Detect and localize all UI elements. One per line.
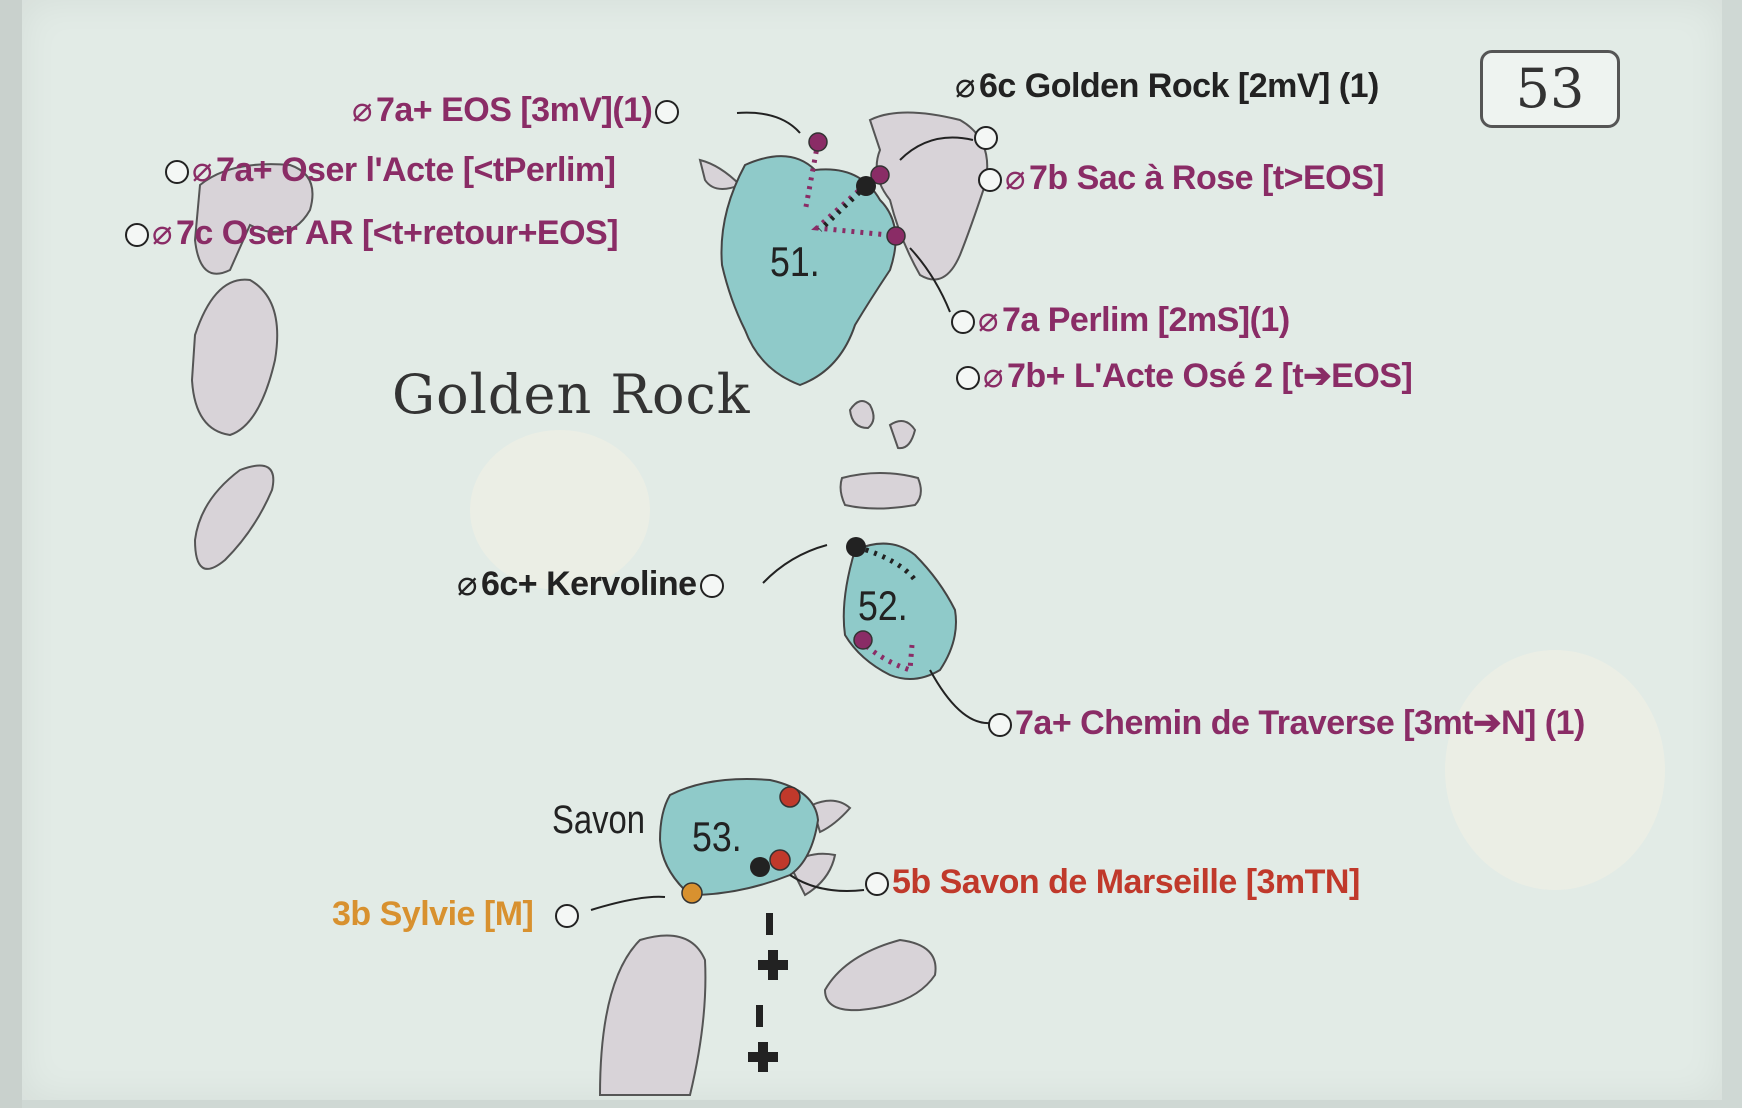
route-savon-de-marseille: 5b Savon de Marseille [3mTN] xyxy=(862,862,1360,902)
leader-kervoline xyxy=(762,544,828,584)
boulder-grey xyxy=(698,158,742,190)
boulder-grey xyxy=(193,464,275,570)
route-dot xyxy=(769,849,791,871)
path-dash xyxy=(756,1005,763,1027)
cross-icon xyxy=(748,1042,778,1072)
route-label: 6c Golden Rock [2mV] (1) xyxy=(978,67,1379,105)
route-sylvie: 3b Sylvie [M] xyxy=(332,894,582,934)
book-spine xyxy=(0,0,22,1108)
no-crashpad-icon: ⌀ xyxy=(983,357,1003,395)
route-dot xyxy=(886,226,906,246)
boulder-grey xyxy=(823,938,937,1012)
no-crashpad-icon: ⌀ xyxy=(152,214,172,252)
route-circle-icon xyxy=(978,168,1002,193)
route-label: 5b Savon de Marseille [3mTN] xyxy=(892,863,1360,901)
area-title: Golden Rock xyxy=(392,363,751,426)
route-label: 7a+ Oser l'Acte [<tPerlim] xyxy=(215,151,616,189)
route-chemin-de-traverse: 7a+ Chemin de Traverse [3mt➔N] (1) xyxy=(985,703,1585,743)
route-dot xyxy=(750,857,770,877)
boulder-grey xyxy=(190,278,279,437)
route-label: 7c Oser AR [<t+retour+EOS] xyxy=(175,214,619,252)
route-circle-icon xyxy=(951,310,975,335)
boulder-grey xyxy=(888,420,917,450)
route-circle-icon xyxy=(988,713,1012,738)
boulder-51 xyxy=(720,155,897,387)
route-label: 7b+ L'Acte Osé 2 [t➔EOS] xyxy=(1006,357,1413,395)
leader-perlim xyxy=(909,247,951,313)
boulder-grey xyxy=(193,163,314,275)
no-crashpad-icon: ⌀ xyxy=(978,301,998,339)
leader-eos xyxy=(736,111,801,134)
route-label: 6c+ Kervoline xyxy=(480,565,697,603)
route-oser-l-acte: ⌀ 7a+ Oser l'Acte [<tPerlim] xyxy=(162,150,616,190)
boulder-grey xyxy=(598,934,707,1096)
route-circle-icon xyxy=(655,100,680,125)
leader-chemin xyxy=(929,669,991,725)
route-label: 3b Sylvie [M] xyxy=(332,895,534,933)
route-eos: ⌀ 7a+ EOS [3mV](1) xyxy=(352,90,682,130)
leader-sylvie xyxy=(590,895,666,911)
route-dot xyxy=(846,537,866,557)
route-circle-icon xyxy=(865,872,889,897)
boulder-grey xyxy=(848,400,875,430)
route-kervoline: ⌀ 6c+ Kervoline xyxy=(457,564,727,604)
route-label: 7a+ EOS [3mV](1) xyxy=(375,91,653,129)
route-circle-icon xyxy=(165,160,189,185)
route-perlim: ⌀ 7a Perlim [2mS](1) xyxy=(948,300,1290,340)
route-label: 7a+ Chemin de Traverse [3mt➔N] (1) xyxy=(1015,704,1585,742)
no-crashpad-icon: ⌀ xyxy=(457,565,477,603)
path-dash xyxy=(766,913,773,935)
no-crashpad-icon: ⌀ xyxy=(1005,159,1025,197)
block-number: 53. xyxy=(692,813,742,860)
route-dot xyxy=(856,176,876,196)
block-number: 52. xyxy=(858,582,908,629)
boulder-grey xyxy=(810,799,852,834)
teal-boulders xyxy=(658,155,957,897)
route-dot xyxy=(808,132,828,152)
boulder-grey xyxy=(868,111,989,281)
route-label: 7b Sac à Rose [t>EOS] xyxy=(1028,159,1385,197)
route-circle-icon xyxy=(956,366,980,391)
leader-savon xyxy=(789,874,865,892)
route-dot xyxy=(681,882,703,904)
no-crashpad-icon: ⌀ xyxy=(192,151,212,189)
sector-label: Savon xyxy=(552,798,646,842)
boulder-grey xyxy=(839,472,922,510)
route-circle-icon xyxy=(125,223,149,248)
no-crashpad-icon: ⌀ xyxy=(352,91,372,129)
leader-lines xyxy=(590,111,991,911)
page-number: 53 xyxy=(1480,50,1620,128)
leader-golden-rock xyxy=(899,136,974,161)
no-crashpad-icon: ⌀ xyxy=(955,67,975,105)
path-markers xyxy=(748,913,788,1072)
route-marks xyxy=(681,132,917,904)
cross-icon xyxy=(758,950,788,980)
route-circle-icon xyxy=(555,904,580,929)
route-l-acte-ose-2: ⌀ 7b+ L'Acte Osé 2 [t➔EOS] xyxy=(953,356,1413,396)
route-label: 7a Perlim [2mS](1) xyxy=(1001,301,1290,339)
grey-boulders xyxy=(190,111,989,1096)
route-circle-icon xyxy=(974,126,998,150)
route-golden-rock: ⌀ 6c Golden Rock [2mV] (1) xyxy=(955,66,1379,106)
route-dot xyxy=(870,165,890,185)
route-circle-icon xyxy=(699,574,724,599)
block-number: 51. xyxy=(770,238,820,285)
route-sac-a-rose: ⌀ 7b Sac à Rose [t>EOS] xyxy=(975,158,1385,198)
route-dot xyxy=(779,786,801,808)
route-oser-ar: ⌀ 7c Oser AR [<t+retour+EOS] xyxy=(122,213,619,253)
route-dot xyxy=(853,630,873,650)
boulder-52 xyxy=(842,542,957,680)
